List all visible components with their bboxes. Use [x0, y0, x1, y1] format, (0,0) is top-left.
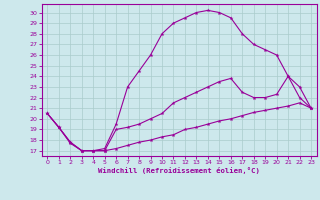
X-axis label: Windchill (Refroidissement éolien,°C): Windchill (Refroidissement éolien,°C) [98, 167, 260, 174]
